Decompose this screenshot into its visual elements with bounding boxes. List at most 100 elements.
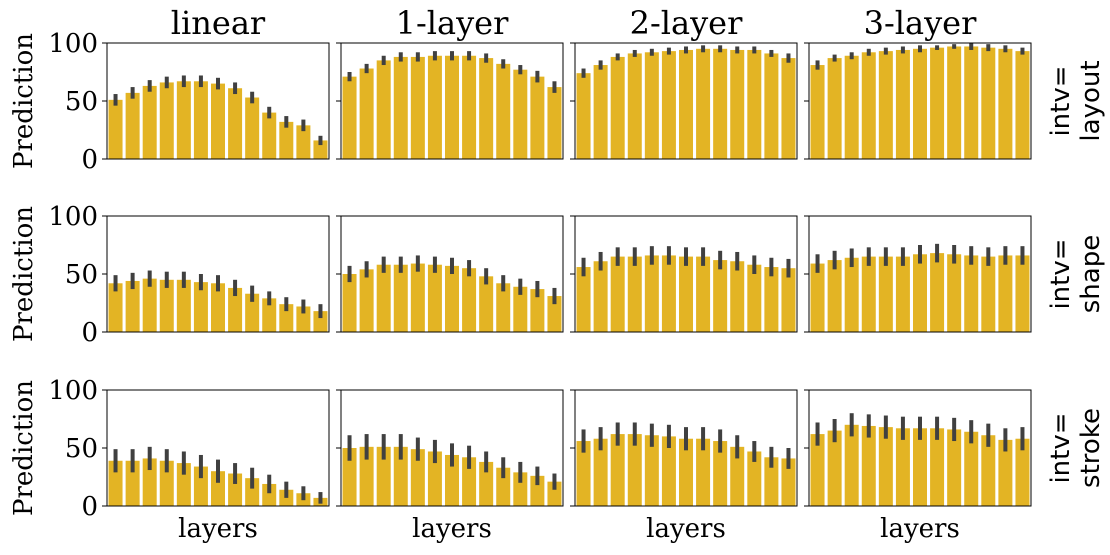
y-tick-label: 50 [65, 87, 98, 117]
bar [747, 49, 762, 159]
bar [210, 283, 226, 332]
bar [861, 425, 876, 506]
y-tick-label: 50 [65, 434, 98, 464]
bar [764, 267, 779, 332]
bar [496, 63, 511, 159]
bar [981, 47, 996, 159]
bar [861, 256, 876, 332]
y-tick-label: 0 [81, 145, 98, 175]
bar [827, 430, 842, 506]
y-tick-label: 100 [48, 29, 98, 59]
row-label-line1: intv= [1046, 65, 1076, 136]
bar [359, 269, 374, 332]
y-tick-label: 0 [81, 318, 98, 348]
bar [410, 449, 425, 506]
bar [376, 264, 391, 332]
bar [781, 58, 796, 159]
bar [296, 306, 311, 332]
y-tick-label: 100 [48, 202, 98, 232]
bar [576, 73, 591, 159]
bar [912, 254, 928, 332]
bar [427, 55, 442, 160]
bar [376, 446, 391, 506]
bar [912, 428, 928, 506]
bar [176, 81, 191, 159]
bar [342, 76, 357, 159]
y-axis-label: Prediction [9, 33, 39, 169]
bar [462, 55, 477, 160]
row-label-line1: intv= [1046, 238, 1076, 309]
bar [359, 68, 374, 159]
bar [998, 48, 1013, 159]
bar [878, 51, 893, 160]
bar [781, 268, 796, 332]
bar [696, 256, 711, 332]
bar [713, 260, 728, 332]
bar [627, 434, 642, 506]
bar [730, 261, 745, 332]
bar [359, 446, 374, 506]
bar [644, 52, 659, 159]
bar [462, 457, 477, 506]
bar [262, 112, 277, 159]
bar [644, 435, 659, 506]
bar [844, 257, 859, 332]
bar [444, 55, 460, 160]
bar [108, 460, 123, 506]
bar [844, 424, 859, 506]
column-title: linear [171, 4, 266, 42]
bar [547, 481, 562, 506]
bar [513, 69, 528, 159]
bar [930, 47, 945, 159]
column-title: 3-layer [864, 4, 978, 42]
bar [176, 463, 191, 506]
bar [108, 99, 123, 159]
column-title: 2-layer [630, 4, 744, 42]
bar [513, 286, 528, 332]
bar [576, 441, 591, 506]
bar [159, 82, 174, 159]
bar [1015, 255, 1030, 332]
bar [376, 60, 391, 159]
bar [696, 48, 711, 159]
bar [593, 65, 608, 159]
bar [696, 438, 711, 506]
bar [895, 49, 910, 159]
bar [964, 46, 979, 160]
bar [764, 53, 779, 159]
bar [513, 472, 528, 506]
bar [444, 454, 460, 506]
bar [479, 58, 494, 159]
bar [313, 140, 328, 159]
bar [342, 274, 357, 332]
bar [998, 255, 1013, 332]
bar [895, 256, 910, 332]
bar [142, 85, 157, 159]
bar [296, 125, 311, 159]
bar [444, 265, 460, 332]
bar [964, 255, 979, 332]
row-label-line2: shape [1076, 235, 1106, 313]
bar [678, 49, 694, 159]
bar [764, 457, 779, 506]
bar [678, 438, 694, 506]
bar [142, 278, 157, 332]
bar [479, 461, 494, 506]
bar [827, 58, 842, 159]
bar [462, 268, 477, 332]
bar [627, 256, 642, 332]
bar [713, 441, 728, 506]
bar [947, 429, 962, 506]
bar [895, 428, 910, 506]
bar [713, 48, 728, 159]
bar [861, 52, 876, 159]
bar [313, 311, 328, 332]
bar [610, 434, 625, 506]
bar [930, 428, 945, 506]
bar [981, 256, 996, 332]
bar [844, 55, 859, 160]
bar [678, 256, 694, 332]
bar [245, 97, 260, 159]
y-axis-label: Prediction [9, 206, 39, 342]
bar [547, 87, 562, 159]
